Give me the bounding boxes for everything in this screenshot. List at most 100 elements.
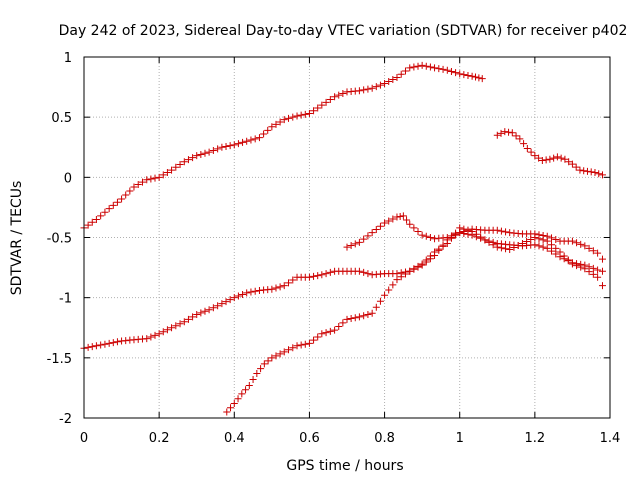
data-point-marker	[514, 242, 522, 250]
data-point-marker	[343, 243, 351, 251]
data-point-marker	[239, 138, 247, 146]
y-tick-label: -0.5	[47, 232, 72, 247]
data-point-marker	[92, 342, 100, 350]
x-tick-label: 1	[456, 431, 464, 446]
data-point-marker	[355, 267, 363, 275]
data-point-marker	[314, 333, 322, 341]
data-point-marker	[471, 73, 479, 81]
data-point-marker	[364, 85, 372, 93]
data-point-marker	[531, 152, 539, 160]
data-point-marker	[368, 229, 376, 237]
data-point-marker	[305, 273, 313, 281]
data-point-marker	[193, 152, 201, 160]
data-point-marker	[143, 335, 151, 343]
data-point-marker	[527, 236, 535, 244]
data-point-marker	[535, 235, 543, 243]
data-point-marker	[272, 120, 280, 128]
data-point-marker	[535, 242, 543, 250]
data-point-marker	[276, 350, 284, 358]
data-point-marker	[289, 344, 297, 352]
data-point-marker	[285, 279, 293, 287]
data-point-marker	[396, 212, 404, 220]
x-tick-label: 0.6	[299, 431, 320, 446]
data-point-marker	[197, 150, 205, 158]
data-point-marker	[385, 217, 393, 225]
data-point-marker	[576, 166, 584, 174]
data-point-marker	[497, 129, 505, 137]
data-point-marker	[326, 96, 334, 104]
data-point-marker	[251, 135, 259, 143]
data-point-marker	[372, 225, 380, 233]
data-point-marker	[245, 382, 253, 390]
data-point-marker	[343, 315, 351, 323]
data-point-marker	[389, 215, 397, 223]
data-point-marker	[594, 273, 602, 281]
data-point-marker	[268, 285, 276, 293]
data-point-marker	[109, 201, 117, 209]
data-point-marker	[553, 153, 561, 161]
data-point-marker	[443, 240, 451, 248]
data-point-marker	[381, 219, 389, 227]
data-point-marker	[464, 226, 472, 234]
data-point-marker	[360, 235, 368, 243]
data-point-marker	[92, 215, 100, 223]
data-point-marker	[201, 149, 209, 157]
data-point-marker	[550, 154, 558, 162]
data-point-marker	[126, 187, 134, 195]
data-point-marker	[493, 243, 501, 251]
data-point-marker	[401, 67, 409, 75]
data-point-marker	[163, 326, 171, 334]
data-point-marker	[238, 390, 246, 398]
data-point-marker	[531, 241, 539, 249]
data-point-marker	[393, 270, 401, 278]
data-point-marker	[339, 319, 347, 327]
data-point-marker	[485, 238, 493, 246]
data-point-marker	[393, 276, 401, 284]
series-track-5	[223, 224, 606, 416]
data-point-marker	[218, 300, 226, 308]
data-point-marker	[310, 336, 318, 344]
data-point-marker	[276, 118, 284, 126]
data-point-marker	[443, 66, 451, 74]
data-point-marker	[297, 111, 305, 119]
data-point-marker	[580, 167, 588, 175]
data-point-marker	[322, 98, 330, 106]
data-point-marker	[414, 227, 422, 235]
data-point-marker	[280, 282, 288, 290]
data-point-marker	[360, 312, 368, 320]
data-point-marker	[289, 276, 297, 284]
data-point-marker	[410, 224, 418, 232]
y-axis-label: SDTVAR / TECUs	[9, 181, 25, 296]
data-point-marker	[493, 226, 501, 234]
data-point-marker	[155, 330, 163, 338]
data-point-marker	[214, 302, 222, 310]
data-point-marker	[335, 91, 343, 99]
data-point-marker	[84, 343, 92, 351]
data-point-marker	[410, 63, 418, 71]
data-point-marker	[548, 247, 556, 255]
data-point-marker	[573, 239, 581, 247]
data-point-marker	[109, 339, 117, 347]
data-point-marker	[581, 265, 589, 273]
data-point-marker	[568, 260, 576, 268]
data-point-marker	[223, 408, 231, 416]
y-tick-label: -2	[59, 412, 72, 427]
data-point-marker	[318, 271, 326, 279]
y-tick-label: -1	[59, 292, 72, 307]
data-point-marker	[385, 286, 393, 294]
data-point-marker	[543, 244, 551, 252]
data-point-marker	[293, 342, 301, 350]
data-point-marker	[561, 155, 569, 163]
data-point-marker	[285, 114, 293, 122]
data-point-marker	[557, 154, 565, 162]
data-point-marker	[397, 70, 405, 78]
data-point-marker	[88, 343, 96, 351]
data-point-marker	[351, 240, 359, 248]
data-point-marker	[399, 212, 407, 220]
data-point-marker	[418, 231, 426, 239]
data-point-marker	[253, 369, 261, 377]
data-point-marker	[539, 236, 547, 244]
data-point-marker	[168, 324, 176, 332]
data-point-marker	[230, 294, 238, 302]
data-point-marker	[147, 333, 155, 341]
